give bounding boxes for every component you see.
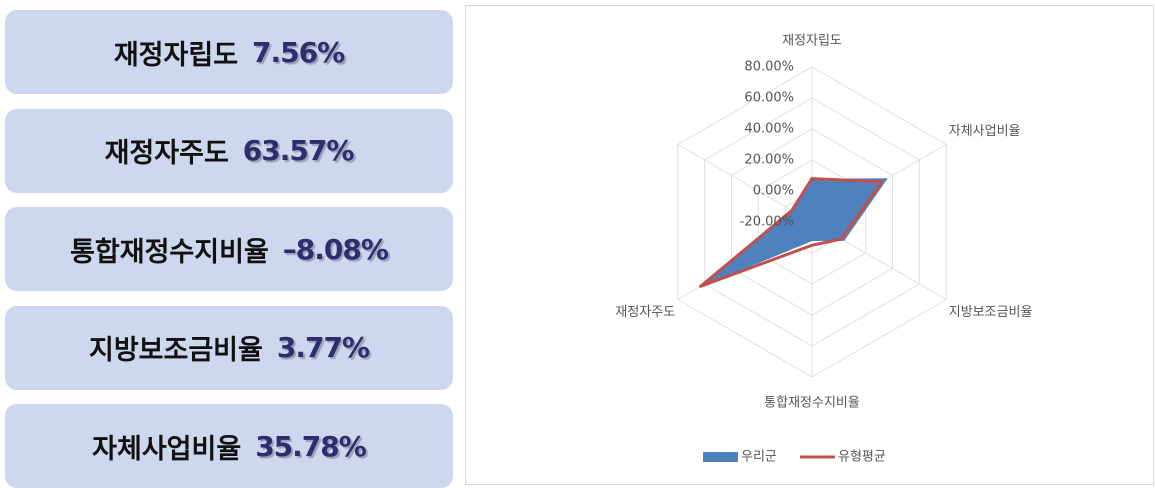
r-tick-label: 0.00% <box>753 184 794 199</box>
stat-value: 3.77% <box>276 331 370 364</box>
stat-card: 재정자주도 63.57% <box>5 108 453 193</box>
stat-value: 63.57% <box>242 134 355 167</box>
r-tick-label: 20.00% <box>744 153 794 168</box>
category-label: 자체사업비율 <box>949 124 1021 139</box>
category-label: 재정자주도 <box>615 305 675 320</box>
r-tick-label: 40.00% <box>744 122 794 137</box>
spoke <box>677 144 813 223</box>
category-label: 재정자립도 <box>782 34 842 49</box>
chart: -20.00% 0.00% 20.00% 40.00% 60.00% 80.00% 재정자립… <box>465 5 1154 485</box>
stat-label: 지방보조금비율 <box>88 335 263 366</box>
stat-value: 7.56% <box>252 35 345 69</box>
series-shape <box>699 177 884 288</box>
r-tick-label: 80.00% <box>744 60 794 75</box>
stat-value: 35.78% <box>255 429 367 463</box>
stat-label: 재정자립도 <box>113 39 239 71</box>
r-tick-label: -20.00% <box>740 215 794 230</box>
stat-card: 재정자립도 7.56% <box>5 10 453 94</box>
legend-label: 우리군 <box>741 450 777 465</box>
stat-card: 지방보조금비율 3.77% <box>5 305 453 390</box>
category-label: 통합재정수지비율 <box>764 396 860 411</box>
stat-label: 통합재정수지비율 <box>70 236 269 268</box>
legend-label: 유형평균 <box>838 450 886 465</box>
stat-label: 재정자주도 <box>104 138 229 169</box>
legend-swatch <box>703 452 738 462</box>
stat-value: –8.08% <box>282 232 389 266</box>
r-tick-label: 60.00% <box>744 91 794 106</box>
stat-card: 자체사업비율 35.78% <box>5 404 453 488</box>
stat-label: 자체사업비율 <box>92 433 242 465</box>
category-label: 지방보조금비율 <box>949 305 1033 320</box>
stat-card: 통합재정수지비율 –8.08% <box>5 207 453 291</box>
